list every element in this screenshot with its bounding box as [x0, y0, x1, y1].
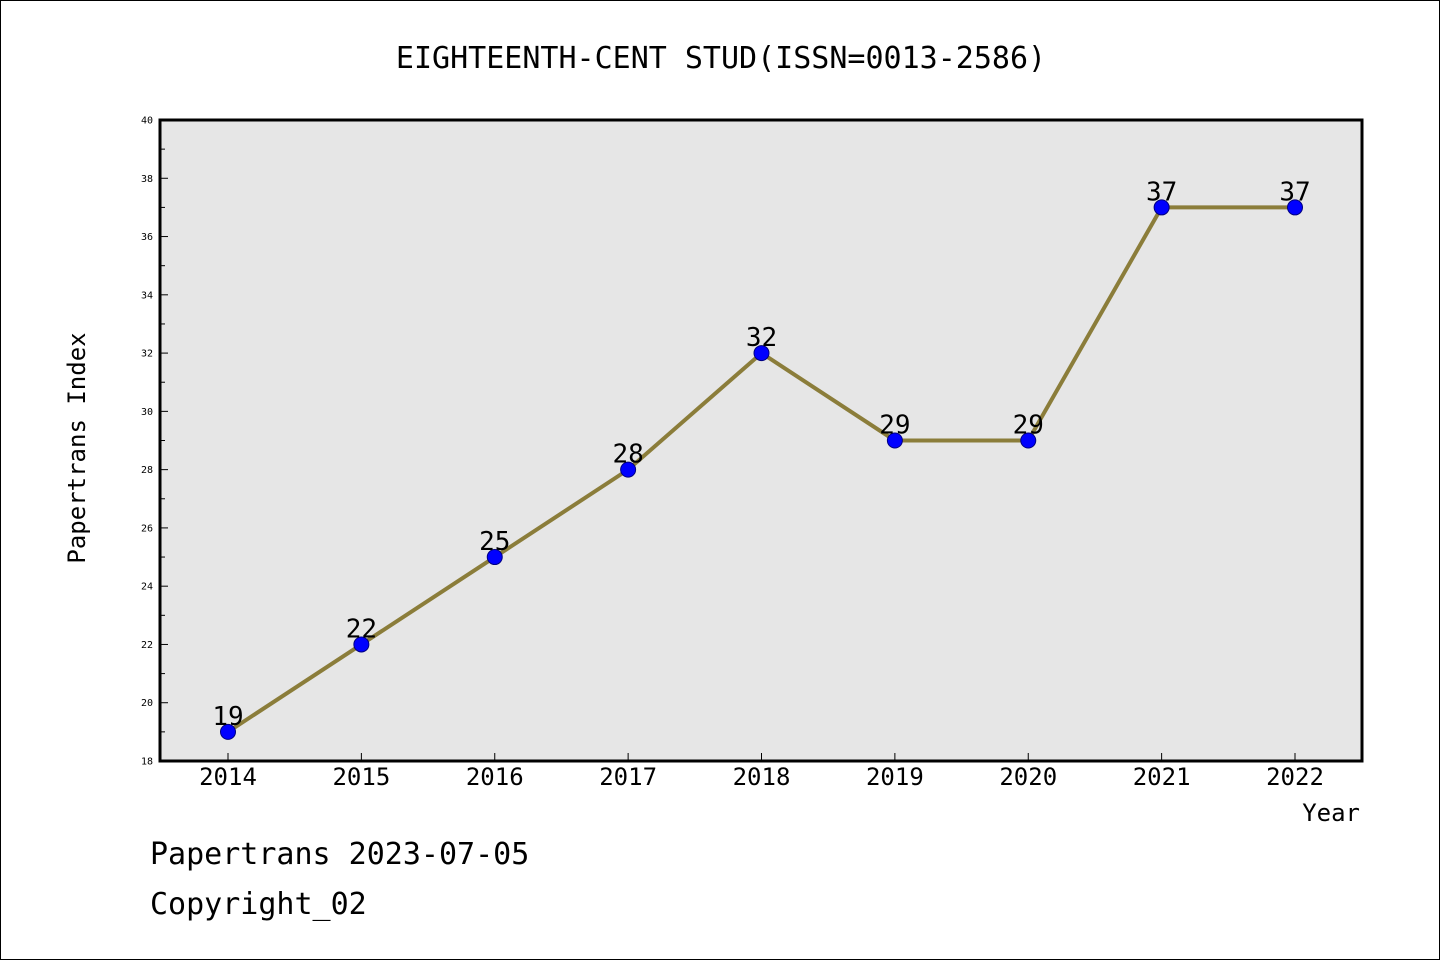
data-point	[220, 723, 236, 740]
data-point	[1287, 199, 1303, 216]
data-label: 19	[212, 702, 243, 732]
y-tick-label: 22	[141, 640, 153, 651]
data-label: 37	[1146, 177, 1177, 207]
y-tick-label: 20	[141, 698, 153, 709]
y-tick-label: 40	[141, 116, 153, 127]
data-label: 37	[1279, 177, 1310, 207]
x-tick-label: 2015	[332, 763, 390, 791]
footer-date: Papertrans 2023-07-05	[150, 837, 529, 872]
data-point	[886, 432, 903, 449]
x-tick-label: 2016	[466, 763, 524, 791]
y-tick-label: 24	[141, 582, 153, 593]
y-tick-label: 32	[141, 349, 153, 360]
chart-title: EIGHTEENTH-CENT STUD(ISSN=0013-2586)	[396, 41, 1046, 76]
x-tick-label: 2021	[1133, 763, 1191, 791]
y-tick-label: 28	[141, 465, 153, 476]
footer-copyright: Copyright_02	[150, 887, 367, 922]
y-tick-label: 38	[141, 174, 153, 185]
data-label: 32	[746, 323, 777, 353]
y-axis-label: Papertrans Index	[63, 332, 91, 563]
data-label: 25	[479, 527, 510, 557]
x-tick-label: 2022	[1266, 763, 1324, 791]
y-tick-label: 34	[141, 290, 153, 301]
x-axis-label: Year	[1302, 799, 1360, 827]
y-tick-label: 26	[141, 523, 153, 534]
data-point	[353, 636, 370, 653]
data-label: 29	[879, 411, 910, 441]
data-label: 22	[346, 614, 377, 644]
data-point	[1153, 199, 1170, 216]
data-point	[753, 345, 770, 362]
x-tick-label: 2014	[199, 763, 257, 791]
series-group	[220, 199, 1303, 740]
y-tick-label: 36	[141, 232, 153, 243]
data-label: 29	[1013, 411, 1044, 441]
y-axis-ticks: 18 20 22 24 26 28 30 32 34 36 38 40	[141, 116, 168, 768]
x-tick-label: 2018	[733, 763, 791, 791]
data-point	[486, 549, 503, 566]
y-tick-label: 30	[141, 407, 153, 418]
plot-area	[160, 120, 1362, 761]
y-tick-label: 18	[141, 757, 153, 768]
x-tick-label: 2017	[599, 763, 657, 791]
x-axis-ticks: 2014 2015 2016 2017 2018 2019 2020 2021 2022	[199, 753, 1324, 791]
plot-frame	[158, 118, 1364, 763]
data-label: 28	[612, 440, 643, 470]
data-point	[1020, 432, 1037, 449]
x-tick-label: 2019	[866, 763, 924, 791]
data-labels-group: 19 22 25 28 32 29 29 37 37	[212, 177, 1310, 731]
x-tick-label: 2020	[999, 763, 1057, 791]
data-point	[620, 461, 637, 478]
